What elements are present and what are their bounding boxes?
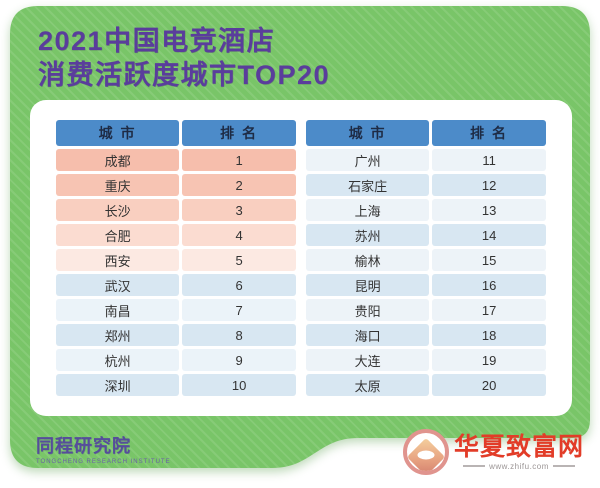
- table-row: 大连 19: [306, 349, 546, 371]
- city-cell: 深圳: [56, 374, 179, 396]
- rank-cell: 18: [432, 324, 546, 346]
- table-body-right: 广州 11 石家庄 12 上海 13 苏州 14 榆林 15 昆明 16 贵阳 17 海口 18 大连 19 太原 2…: [306, 149, 546, 396]
- ranking-table-left: 城 市 排 名 成都 1 重庆 2 长沙 3 合肥 4 西安 5 武汉 6 南昌 7 郑州 8 杭州 9 深圳 10: [56, 120, 296, 396]
- table-row: 深圳 10: [56, 374, 296, 396]
- rank-cell: 14: [432, 224, 546, 246]
- table-row: 太原 20: [306, 374, 546, 396]
- publisher-name: 同程研究院: [36, 436, 131, 456]
- table-row: 合肥 4: [56, 224, 296, 246]
- poster-title: 2021中国电竞酒店 消费活跃度城市TOP20: [38, 24, 330, 92]
- table-header-row: 城 市 排 名: [306, 120, 546, 146]
- table-row: 长沙 3: [56, 199, 296, 221]
- city-cell: 南昌: [56, 299, 179, 321]
- table-row: 广州 11: [306, 149, 546, 171]
- rank-cell: 19: [432, 349, 546, 371]
- table-row: 西安 5: [56, 249, 296, 271]
- rank-cell: 16: [432, 274, 546, 296]
- city-cell: 榆林: [306, 249, 429, 271]
- huaxia-logo-icon: [402, 429, 449, 475]
- watermark-site-name: 华夏致富网: [453, 432, 584, 461]
- city-cell: 贵阳: [306, 299, 429, 321]
- green-background-panel: 2021中国电竞酒店 消费活跃度城市TOP20 城 市 排 名 成都 1 重庆 2 长沙…: [10, 6, 590, 468]
- city-cell: 大连: [306, 349, 429, 371]
- city-cell: 成都: [56, 149, 179, 171]
- rank-cell: 10: [182, 374, 296, 396]
- city-cell: 武汉: [56, 274, 179, 296]
- city-column-header: 城 市: [56, 120, 179, 146]
- publisher-logo: 同程研究院 TONGCHENG RESEARCH INSTITUTE: [36, 432, 171, 465]
- watermark-text: 华夏致富网 www.zhifu.com: [453, 432, 584, 471]
- city-cell: 西安: [56, 249, 179, 271]
- ranking-table-right: 城 市 排 名 广州 11 石家庄 12 上海 13 苏州 14 榆林 15 昆明 16 贵阳 17 海口 1…: [306, 120, 546, 396]
- rank-cell: 3: [182, 199, 296, 221]
- city-cell: 太原: [306, 374, 429, 396]
- city-cell: 杭州: [56, 349, 179, 371]
- table-body-left: 成都 1 重庆 2 长沙 3 合肥 4 西安 5 武汉 6 南昌 7 郑州 8 杭州 9 深圳 10: [56, 149, 296, 396]
- city-cell: 郑州: [56, 324, 179, 346]
- table-row: 成都 1: [56, 149, 296, 171]
- ranking-card: 城 市 排 名 成都 1 重庆 2 长沙 3 合肥 4 西安 5 武汉 6 南昌 7 郑州 8 杭州 9 深圳 10 …: [30, 100, 572, 416]
- watermark-site-url: www.zhifu.com: [489, 461, 549, 471]
- rank-cell: 9: [182, 349, 296, 371]
- dash-left: [463, 465, 486, 467]
- rank-cell: 20: [432, 374, 546, 396]
- title-line-1: 2021中国电竞酒店: [38, 26, 276, 56]
- city-cell: 广州: [306, 149, 429, 171]
- city-cell: 石家庄: [306, 174, 429, 196]
- table-row: 上海 13: [306, 199, 546, 221]
- city-cell: 上海: [306, 199, 429, 221]
- city-cell: 合肥: [56, 224, 179, 246]
- rank-cell: 7: [182, 299, 296, 321]
- table-row: 石家庄 12: [306, 174, 546, 196]
- dash-right: [552, 465, 575, 467]
- city-cell: 昆明: [306, 274, 429, 296]
- rank-cell: 13: [432, 199, 546, 221]
- poster-panel: 2021中国电竞酒店 消费活跃度城市TOP20 城 市 排 名 成都 1 重庆 2 长沙…: [10, 6, 590, 468]
- rank-column-header: 排 名: [182, 120, 296, 146]
- rank-cell: 4: [182, 224, 296, 246]
- publisher-subtitle: TONGCHENG RESEARCH INSTITUTE: [36, 459, 171, 465]
- table-row: 昆明 16: [306, 274, 546, 296]
- rank-cell: 2: [182, 174, 296, 196]
- ranking-tables: 城 市 排 名 成都 1 重庆 2 长沙 3 合肥 4 西安 5 武汉 6 南昌 7 郑州 8 杭州 9 深圳 10 …: [56, 120, 546, 396]
- city-cell: 苏州: [306, 224, 429, 246]
- rank-cell: 8: [182, 324, 296, 346]
- city-cell: 重庆: [56, 174, 179, 196]
- rank-cell: 15: [432, 249, 546, 271]
- table-header-row: 城 市 排 名: [56, 120, 296, 146]
- rank-cell: 12: [432, 174, 546, 196]
- city-cell: 海口: [306, 324, 429, 346]
- table-row: 榆林 15: [306, 249, 546, 271]
- title-line-2: 消费活跃度城市TOP20: [38, 60, 331, 90]
- city-column-header: 城 市: [306, 120, 429, 146]
- table-row: 海口 18: [306, 324, 546, 346]
- table-row: 苏州 14: [306, 224, 546, 246]
- ingot-highlight: [417, 450, 435, 460]
- table-row: 重庆 2: [56, 174, 296, 196]
- table-row: 贵阳 17: [306, 299, 546, 321]
- table-row: 武汉 6: [56, 274, 296, 296]
- table-row: 杭州 9: [56, 349, 296, 371]
- city-cell: 长沙: [56, 199, 179, 221]
- rank-column-header: 排 名: [432, 120, 546, 146]
- table-row: 郑州 8: [56, 324, 296, 346]
- rank-cell: 5: [182, 249, 296, 271]
- rank-cell: 17: [432, 299, 546, 321]
- rank-cell: 1: [182, 149, 296, 171]
- site-watermark: 华夏致富网 www.zhifu.com: [402, 429, 584, 475]
- rank-cell: 6: [182, 274, 296, 296]
- watermark-url-row: www.zhifu.com: [463, 462, 575, 471]
- rank-cell: 11: [432, 149, 546, 171]
- table-row: 南昌 7: [56, 299, 296, 321]
